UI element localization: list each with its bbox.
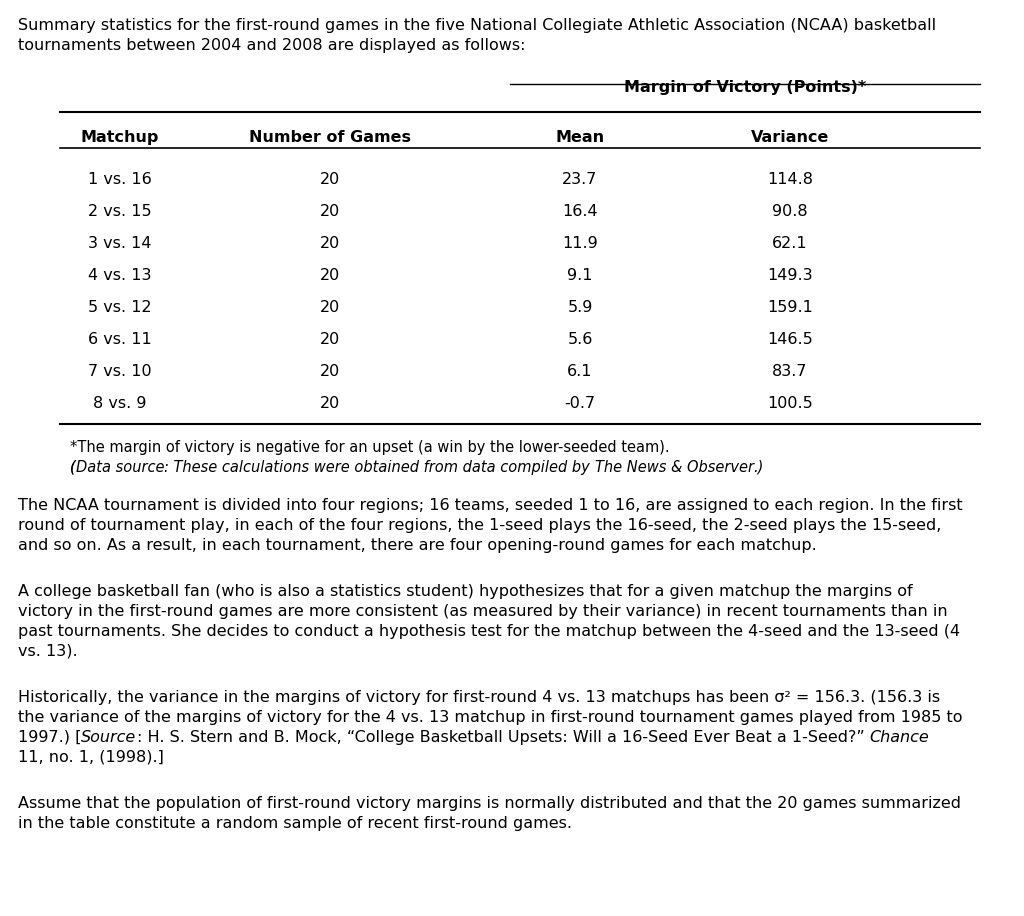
Text: 23.7: 23.7 — [562, 172, 598, 187]
Text: 20: 20 — [319, 332, 340, 347]
Text: 159.1: 159.1 — [767, 300, 813, 315]
Text: 100.5: 100.5 — [767, 396, 813, 411]
Text: 2 vs. 15: 2 vs. 15 — [88, 204, 152, 219]
Text: : H. S. Stern and B. Mock, “College Basketball Upsets: Will a 16-Seed Ever Beat : : H. S. Stern and B. Mock, “College Bask… — [136, 730, 869, 745]
Text: Data source: Data source — [76, 460, 164, 475]
Text: *The margin of victory is negative for an upset (a win by the lower-seeded team): *The margin of victory is negative for a… — [70, 440, 670, 455]
Text: 1 vs. 16: 1 vs. 16 — [88, 172, 152, 187]
Text: 5.9: 5.9 — [567, 300, 593, 315]
Text: (: ( — [70, 460, 76, 475]
Text: 9.1: 9.1 — [567, 268, 593, 283]
Text: 7 vs. 10: 7 vs. 10 — [88, 364, 152, 379]
Text: Matchup: Matchup — [81, 130, 159, 145]
Text: Summary statistics for the first-round games in the five National Collegiate Ath: Summary statistics for the first-round g… — [18, 18, 936, 33]
Text: 1997.) [: 1997.) [ — [18, 730, 81, 745]
Text: The News & Observer: The News & Observer — [595, 460, 754, 475]
Text: .): .) — [754, 460, 764, 475]
Text: 5.6: 5.6 — [567, 332, 593, 347]
Text: 5 vs. 12: 5 vs. 12 — [88, 300, 152, 315]
Text: A college basketball fan (who is also a statistics student) hypothesizes that fo: A college basketball fan (who is also a … — [18, 584, 912, 599]
Text: 16.4: 16.4 — [562, 204, 598, 219]
Text: 3 vs. 14: 3 vs. 14 — [88, 236, 152, 251]
Text: 6.1: 6.1 — [567, 364, 593, 379]
Text: 20: 20 — [319, 396, 340, 411]
Text: 146.5: 146.5 — [767, 332, 813, 347]
Text: 20: 20 — [319, 268, 340, 283]
Text: 4 vs. 13: 4 vs. 13 — [88, 268, 152, 283]
Text: 20: 20 — [319, 236, 340, 251]
Text: 8 vs. 9: 8 vs. 9 — [93, 396, 146, 411]
Text: the variance of the margins of victory for the 4 vs. 13 matchup in first-round t: the variance of the margins of victory f… — [18, 710, 963, 725]
Text: round of tournament play, in each of the four regions, the 1-seed plays the 16-s: round of tournament play, in each of the… — [18, 518, 941, 533]
Text: 62.1: 62.1 — [772, 236, 808, 251]
Text: 114.8: 114.8 — [767, 172, 813, 187]
Text: 20: 20 — [319, 364, 340, 379]
Text: past tournaments. She decides to conduct a hypothesis test for the matchup betwe: past tournaments. She decides to conduct… — [18, 624, 961, 639]
Text: 20: 20 — [319, 300, 340, 315]
Text: Historically, the variance in the margins of victory for first-round 4 vs. 13 ma: Historically, the variance in the margin… — [18, 690, 940, 705]
Text: Variance: Variance — [751, 130, 829, 145]
Text: and so on. As a result, in each tournament, there are four opening-round games f: and so on. As a result, in each tourname… — [18, 538, 817, 553]
Text: 149.3: 149.3 — [767, 268, 813, 283]
Text: Source: Source — [81, 730, 136, 745]
Text: : These calculations were obtained from data compiled by: : These calculations were obtained from … — [164, 460, 595, 475]
Text: 11, no. 1, (1998).]: 11, no. 1, (1998).] — [18, 750, 164, 765]
Text: Assume that the population of first-round victory margins is normally distribute: Assume that the population of first-roun… — [18, 796, 961, 811]
Text: 20: 20 — [319, 172, 340, 187]
Text: The NCAA tournament is divided into four regions; 16 teams, seeded 1 to 16, are : The NCAA tournament is divided into four… — [18, 498, 963, 513]
Text: tournaments between 2004 and 2008 are displayed as follows:: tournaments between 2004 and 2008 are di… — [18, 38, 525, 53]
Text: 6 vs. 11: 6 vs. 11 — [88, 332, 152, 347]
Text: 20: 20 — [319, 204, 340, 219]
Text: Number of Games: Number of Games — [249, 130, 411, 145]
Text: 83.7: 83.7 — [772, 364, 808, 379]
Text: (: ( — [70, 460, 76, 475]
Text: in the table constitute a random sample of recent first-round games.: in the table constitute a random sample … — [18, 816, 572, 831]
Text: 90.8: 90.8 — [772, 204, 808, 219]
Text: 11.9: 11.9 — [562, 236, 598, 251]
Text: Chance: Chance — [869, 730, 929, 745]
Text: victory in the first-round games are more consistent (as measured by their varia: victory in the first-round games are mor… — [18, 604, 947, 619]
Text: Mean: Mean — [555, 130, 604, 145]
Text: -0.7: -0.7 — [564, 396, 596, 411]
Text: vs. 13).: vs. 13). — [18, 644, 78, 659]
Text: Margin of Victory (Points)*: Margin of Victory (Points)* — [624, 80, 866, 95]
